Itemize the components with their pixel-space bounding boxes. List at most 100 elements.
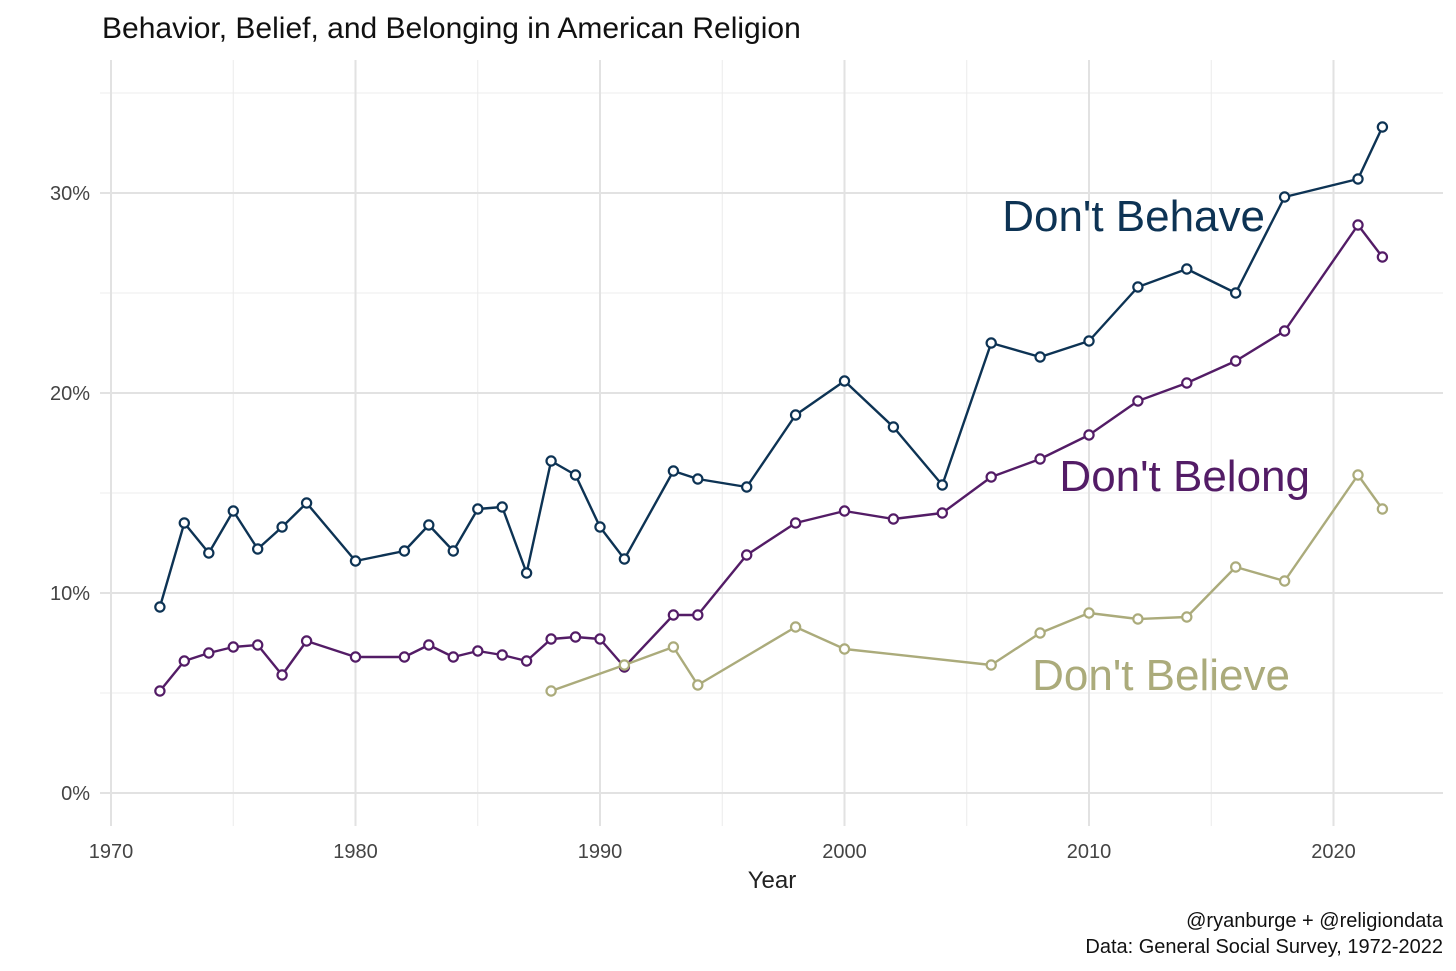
data-point bbox=[1376, 121, 1389, 133]
data-point bbox=[1083, 335, 1095, 347]
data-point bbox=[545, 455, 557, 467]
data-point bbox=[618, 553, 631, 565]
data-point bbox=[349, 651, 362, 663]
series-label-dont-behave: Don't Behave bbox=[1002, 192, 1265, 241]
data-point bbox=[154, 601, 166, 613]
data-point bbox=[545, 685, 557, 697]
data-point bbox=[618, 659, 631, 671]
data-point bbox=[1278, 191, 1291, 203]
data-point bbox=[1132, 613, 1144, 625]
data-point bbox=[985, 471, 997, 483]
data-point bbox=[1278, 575, 1291, 587]
caption-credit: @ryanburge + @religiondata bbox=[1186, 910, 1444, 932]
data-point bbox=[349, 555, 362, 567]
data-point bbox=[789, 517, 802, 529]
series-label-dont-believe: Don't Believe bbox=[1032, 651, 1290, 700]
series-layer bbox=[154, 121, 1389, 697]
y-tick-label: 30% bbox=[50, 183, 90, 205]
data-point bbox=[569, 631, 582, 643]
data-point bbox=[423, 519, 435, 531]
data-point bbox=[1181, 377, 1193, 389]
data-point bbox=[838, 375, 851, 387]
data-point bbox=[1352, 219, 1364, 231]
data-point bbox=[227, 641, 239, 653]
data-point bbox=[1229, 561, 1242, 573]
x-tick-label: 1990 bbox=[578, 841, 623, 863]
chart-title: Behavior, Belief, and Belonging in Ameri… bbox=[102, 12, 801, 45]
data-point bbox=[1376, 251, 1389, 263]
x-tick-label: 2010 bbox=[1067, 841, 1112, 863]
data-point bbox=[1352, 173, 1364, 185]
data-point bbox=[1352, 469, 1364, 481]
data-point bbox=[594, 633, 606, 645]
data-point bbox=[1132, 395, 1144, 407]
series-labels: Don't Behave Don't Belong Don't Believe bbox=[1002, 192, 1310, 700]
x-tick-label: 2000 bbox=[822, 841, 867, 863]
data-point bbox=[252, 639, 264, 651]
data-point bbox=[1083, 429, 1095, 441]
data-point bbox=[741, 481, 753, 493]
x-axis-label: Year bbox=[748, 867, 797, 894]
data-point bbox=[936, 479, 949, 491]
y-tick-label: 10% bbox=[50, 583, 90, 605]
data-point bbox=[667, 641, 680, 653]
data-point bbox=[594, 521, 606, 533]
x-tick-label: 2020 bbox=[1311, 841, 1356, 863]
series-dont-belong bbox=[154, 219, 1389, 697]
series-line-dont-behave bbox=[158, 126, 1384, 608]
data-point bbox=[227, 505, 239, 517]
data-point bbox=[838, 505, 851, 517]
data-point bbox=[203, 547, 215, 559]
data-point bbox=[1181, 263, 1193, 275]
data-point bbox=[985, 337, 997, 349]
data-point bbox=[1376, 503, 1389, 515]
x-tick-label: 1970 bbox=[89, 841, 134, 863]
data-point bbox=[667, 465, 680, 477]
data-point bbox=[398, 651, 411, 663]
data-point bbox=[887, 513, 900, 525]
data-point bbox=[1034, 627, 1046, 639]
data-point bbox=[472, 503, 484, 515]
data-point bbox=[276, 669, 288, 681]
data-point bbox=[178, 517, 190, 529]
data-point bbox=[472, 645, 484, 657]
series-line-dont-belong bbox=[158, 223, 1384, 692]
data-point bbox=[1034, 453, 1046, 465]
data-point bbox=[667, 609, 680, 621]
x-tick-label: 1980 bbox=[333, 841, 378, 863]
data-point bbox=[1181, 611, 1193, 623]
y-tick-label: 0% bbox=[61, 783, 90, 805]
data-point bbox=[985, 659, 997, 671]
data-point bbox=[276, 521, 288, 533]
data-point bbox=[545, 633, 557, 645]
data-point bbox=[1132, 281, 1144, 293]
data-point bbox=[569, 469, 582, 481]
data-point bbox=[936, 507, 949, 519]
data-point bbox=[447, 651, 459, 663]
data-point bbox=[203, 647, 215, 659]
data-point bbox=[520, 655, 533, 667]
y-tick-label: 20% bbox=[50, 383, 90, 405]
data-point bbox=[496, 501, 508, 513]
data-point bbox=[1278, 325, 1291, 337]
grid bbox=[100, 60, 1443, 826]
caption-source: Data: General Social Survey, 1972-2022 bbox=[1085, 936, 1443, 958]
data-point bbox=[692, 473, 704, 485]
axis-ticks: 1970 1980 1990 2000 2010 2020 0% 10% 20% 30% bbox=[50, 183, 1356, 863]
data-point bbox=[838, 643, 851, 655]
data-point bbox=[692, 609, 704, 621]
data-point bbox=[423, 639, 435, 651]
series-dont-behave bbox=[154, 121, 1389, 613]
data-point bbox=[887, 421, 900, 433]
data-point bbox=[789, 621, 802, 633]
data-point bbox=[1083, 607, 1095, 619]
data-point bbox=[447, 545, 459, 557]
data-point bbox=[496, 649, 508, 661]
data-point bbox=[789, 409, 802, 421]
data-point bbox=[1229, 287, 1242, 299]
data-point bbox=[178, 655, 190, 667]
data-point bbox=[300, 635, 313, 647]
data-point bbox=[520, 567, 533, 579]
series-dont-believe bbox=[545, 469, 1389, 697]
